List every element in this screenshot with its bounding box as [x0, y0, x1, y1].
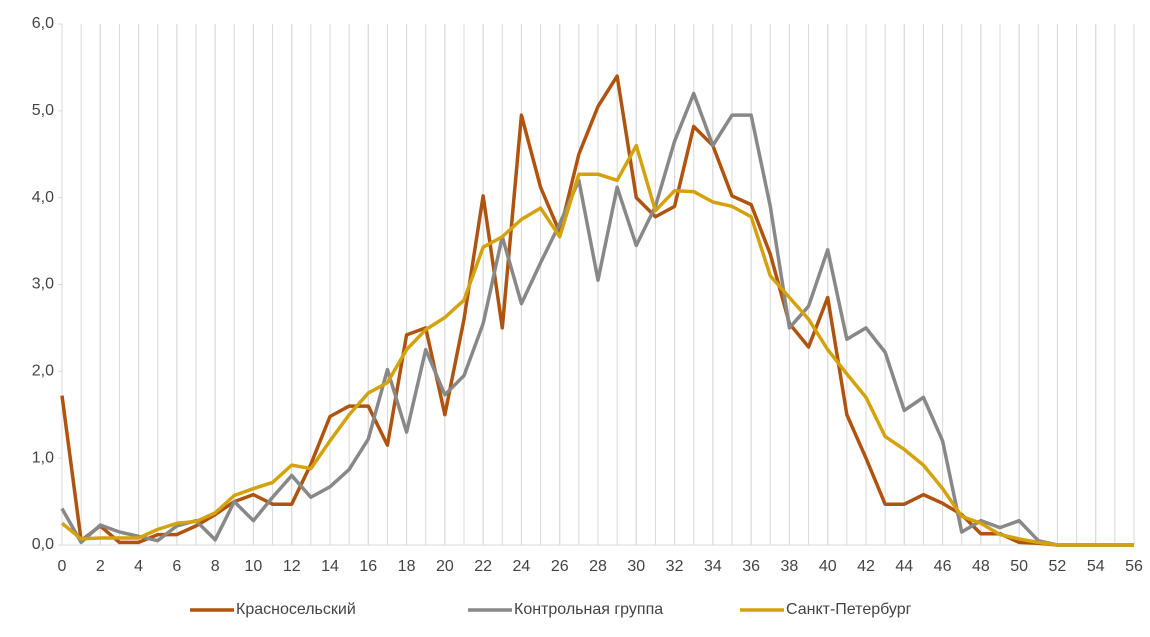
- x-tick-label: 32: [666, 558, 684, 575]
- series-line: [60, 91, 1134, 547]
- legend-label: Красносельский: [236, 601, 356, 618]
- x-tick-label: 50: [1010, 558, 1028, 575]
- x-tick-label: 44: [895, 558, 913, 575]
- x-tick-label: 52: [1049, 558, 1067, 575]
- x-tick-label: 0: [58, 558, 67, 575]
- y-tick-label: 6,0: [32, 15, 54, 32]
- x-tick-label: 28: [589, 558, 607, 575]
- y-tick-label: 4,0: [32, 189, 54, 206]
- x-tick-label: 10: [245, 558, 263, 575]
- x-tick-label: 42: [857, 558, 875, 575]
- x-tick-label: 20: [436, 558, 454, 575]
- y-tick-label: 5,0: [32, 102, 54, 119]
- x-tick-label: 26: [551, 558, 569, 575]
- x-tick-label: 34: [704, 558, 722, 575]
- x-tick-label: 48: [972, 558, 990, 575]
- y-tick-label: 3,0: [32, 276, 54, 293]
- x-tick-label: 2: [96, 558, 105, 575]
- legend-label: Контрольная группа: [514, 601, 663, 618]
- x-tick-label: 14: [321, 558, 339, 575]
- x-tick-label: 8: [211, 558, 220, 575]
- x-tick-label: 22: [474, 558, 492, 575]
- x-tick-label: 40: [819, 558, 837, 575]
- x-tick-label: 16: [359, 558, 377, 575]
- y-tick-label: 2,0: [32, 363, 54, 380]
- x-tick-label: 18: [398, 558, 416, 575]
- x-tick-label: 46: [934, 558, 952, 575]
- x-tick-label: 54: [1087, 558, 1105, 575]
- x-tick-label: 12: [283, 558, 301, 575]
- x-tick-label: 56: [1125, 558, 1143, 575]
- x-tick-label: 4: [134, 558, 143, 575]
- x-tick-label: 38: [781, 558, 799, 575]
- series-line: [60, 74, 1134, 547]
- legend-label: Санкт-Петербург: [786, 601, 912, 618]
- series-line: [60, 143, 1134, 547]
- x-tick-label: 24: [513, 558, 531, 575]
- x-tick-label: 30: [627, 558, 645, 575]
- y-tick-label: 0,0: [32, 536, 54, 553]
- x-tick-label: 6: [172, 558, 181, 575]
- x-tick-label: 36: [742, 558, 760, 575]
- y-tick-label: 1,0: [32, 449, 54, 466]
